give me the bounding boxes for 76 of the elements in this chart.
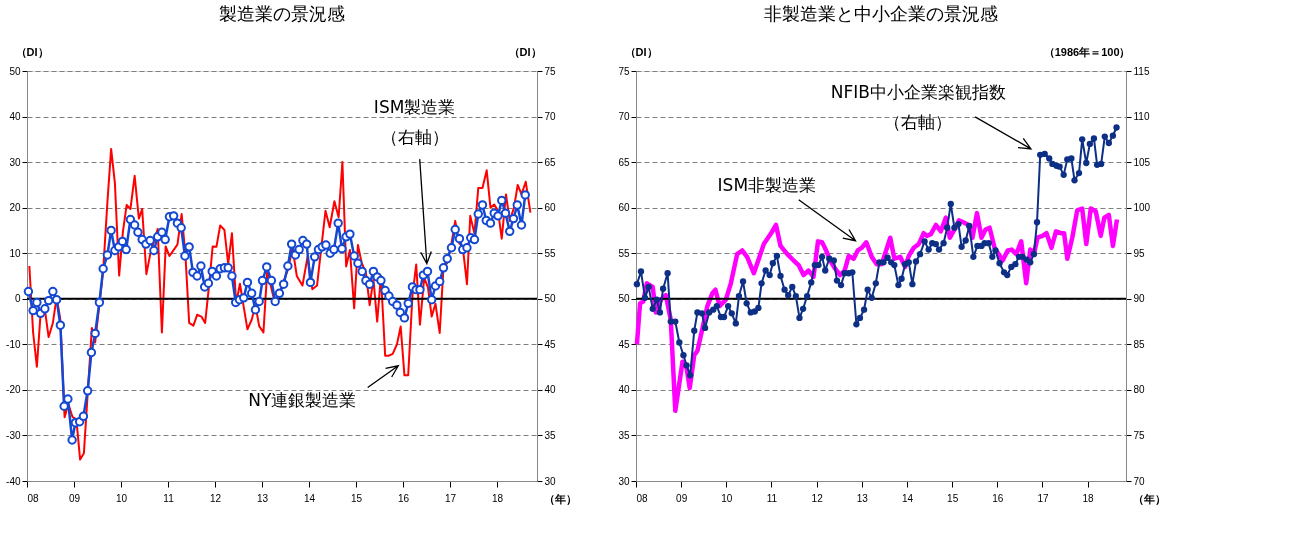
line-series — [634, 206, 1120, 414]
y2-tick-label: 65 — [544, 156, 557, 168]
y2-tick-label: 45 — [544, 338, 557, 350]
y-tick-label: -30 — [6, 429, 21, 441]
text: NFIB中小企業楽観指数（右軸） — [830, 81, 1006, 132]
x-axis-title: （年） — [1132, 492, 1166, 506]
line-series — [28, 147, 532, 461]
x-tick-label: 18 — [1082, 492, 1095, 504]
y-axis-title: （DI） — [15, 45, 49, 59]
y-tick-label: 50 — [618, 293, 630, 305]
y-tick-label: -40 — [6, 475, 21, 487]
y2-tick-label: 30 — [544, 475, 557, 487]
x-tick-label: 09 — [676, 492, 688, 504]
y-tick-label: 75 — [618, 65, 630, 77]
y2-axis-title: （DI） — [508, 45, 542, 59]
text: ISM製造業（右軸） — [373, 97, 456, 148]
y2-tick-label: 95 — [1133, 247, 1146, 259]
x-tick-label: 11 — [766, 492, 778, 504]
y-tick-label: 20 — [9, 202, 21, 214]
y-tick-label: 0 — [14, 293, 21, 305]
y2-tick-label: 70 — [544, 111, 557, 123]
y-tick-label: -10 — [6, 338, 21, 350]
x-tick-label: 10 — [721, 492, 733, 504]
chart-title: 非製造業と中小企業の景況感 — [764, 3, 998, 24]
text: ISM非製造業 — [717, 174, 817, 195]
x-tick-label: 18 — [491, 492, 504, 504]
y2-tick-label: 35 — [544, 429, 557, 441]
x-tick-label: 13 — [856, 492, 869, 504]
y-tick-label: 55 — [618, 247, 630, 259]
y-tick-label: 50 — [9, 65, 21, 77]
y2-tick-label: 90 — [1133, 293, 1146, 305]
y-tick-label: 40 — [9, 111, 21, 123]
x-tick-label: 12 — [811, 492, 824, 504]
x-tick-label: 15 — [350, 492, 363, 504]
y2-tick-label: 40 — [544, 384, 557, 396]
y-tick-label: 35 — [618, 429, 630, 441]
y2-tick-label: 60 — [544, 202, 557, 214]
x-tick-label: 17 — [1037, 492, 1049, 504]
y2-tick-label: 75 — [544, 65, 557, 77]
x-tick-label: 14 — [901, 492, 914, 504]
x-tick-label: 15 — [947, 492, 959, 504]
y-axis-title: （DI） — [624, 45, 658, 59]
y2-tick-label: 85 — [1133, 338, 1146, 350]
chart-title: 製造業の景況感 — [219, 3, 345, 24]
y2-tick-label: 105 — [1133, 156, 1151, 168]
y2-tick-label: 70 — [1133, 475, 1146, 487]
y-tick-label: 60 — [618, 202, 630, 214]
y-tick-label: 30 — [618, 475, 630, 487]
y2-tick-label: 80 — [1133, 384, 1146, 396]
x-tick-label: 16 — [397, 492, 410, 504]
text: NY連銀製造業 — [248, 389, 357, 410]
x-tick-label: 14 — [303, 492, 316, 504]
y-tick-label: 10 — [9, 247, 21, 259]
y2-tick-label: 55 — [544, 247, 557, 259]
y2-tick-label: 100 — [1133, 202, 1151, 214]
y-tick-label: 45 — [618, 338, 630, 350]
x-tick-label: 10 — [115, 492, 128, 504]
y2-axis-title: （1986年＝100） — [1043, 45, 1131, 59]
x-tick-label: 09 — [68, 492, 81, 504]
x-tick-label: 13 — [256, 492, 269, 504]
x-tick-label: 08 — [27, 492, 40, 504]
y-tick-label: 70 — [618, 111, 630, 123]
x-tick-label: 17 — [444, 492, 457, 504]
x-tick-label: 08 — [636, 492, 649, 504]
y-tick-label: 40 — [618, 384, 630, 396]
y2-tick-label: 50 — [544, 293, 557, 305]
x-axis-title: （年） — [543, 492, 577, 506]
x-tick-label: 16 — [992, 492, 1004, 504]
y2-tick-label: 115 — [1133, 65, 1150, 77]
y2-tick-label: 110 — [1133, 111, 1150, 123]
y2-tick-label: 75 — [1133, 429, 1146, 441]
x-tick-label: 12 — [209, 492, 222, 504]
y-tick-label: -20 — [6, 384, 21, 396]
y-tick-label: 65 — [618, 156, 630, 168]
x-tick-label: 11 — [163, 492, 175, 504]
y-tick-label: 30 — [9, 156, 21, 168]
